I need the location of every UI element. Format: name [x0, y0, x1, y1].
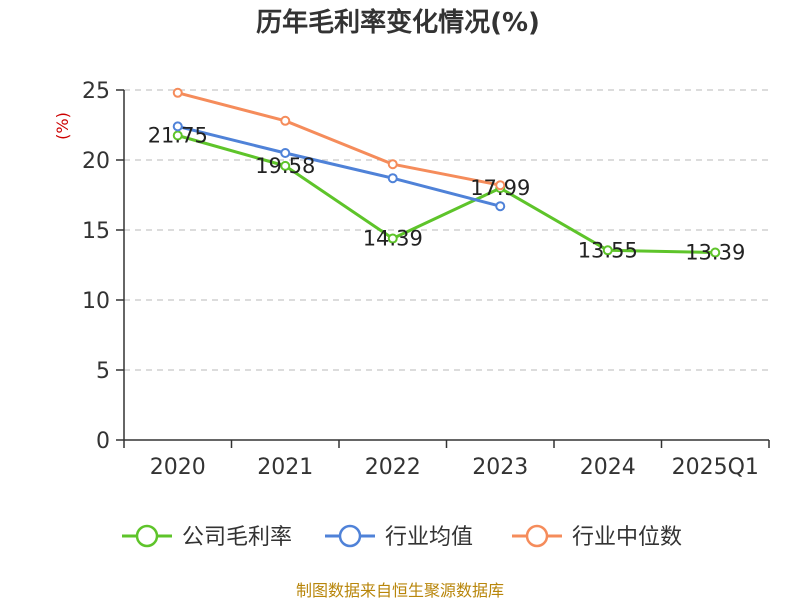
- chart-title: 历年毛利率变化情况(%): [256, 7, 540, 38]
- legend: 公司毛利率 行业均值 行业中位数: [122, 524, 682, 550]
- x-tick-label: 2024: [580, 455, 636, 480]
- legend-label: 公司毛利率: [182, 525, 292, 550]
- grid-lines: [124, 89, 769, 371]
- y-tick-label: 20: [82, 149, 110, 174]
- data-point: [172, 87, 183, 98]
- series-line: [177, 91, 501, 187]
- data-point: [280, 160, 291, 171]
- series-line: [177, 134, 716, 255]
- legend-marker: [525, 524, 549, 548]
- data-label: 13.55: [578, 238, 638, 262]
- x-tick-label: 2021: [257, 455, 313, 480]
- data-label: 21.75: [148, 124, 208, 148]
- data-point: [495, 180, 506, 191]
- data-point: [172, 130, 183, 141]
- y-tick-label: 0: [96, 429, 110, 454]
- data-label: 13.39: [685, 241, 745, 265]
- axes: 0 5 10 15 20 25 2020 2021 2022 2023 2024 2025Q1: [82, 79, 770, 480]
- y-tick-label: 10: [82, 289, 110, 314]
- data-point: [387, 173, 398, 184]
- series-2: [172, 121, 506, 212]
- y-tick-label: 15: [82, 219, 110, 244]
- legend-label: 行业均值: [385, 525, 473, 550]
- legend-item[interactable]: 行业中位数: [512, 524, 682, 550]
- data-point: [387, 159, 398, 170]
- legend-item[interactable]: 行业均值: [325, 524, 473, 550]
- legend-marker: [135, 524, 159, 548]
- data-label: 17.99: [470, 176, 530, 200]
- data-point: [710, 247, 721, 258]
- data-label: 19.58: [255, 154, 315, 178]
- series-line: [177, 124, 501, 208]
- data-point: [602, 245, 613, 256]
- y-tick-label: 25: [82, 79, 110, 104]
- series-3: [172, 87, 506, 191]
- x-tick-label: 2025Q1: [672, 455, 759, 480]
- source-note: 制图数据来自恒生聚源数据库: [296, 581, 504, 600]
- legend-label: 行业中位数: [572, 525, 682, 550]
- data-point: [280, 115, 291, 126]
- data-label: 14.39: [363, 227, 423, 251]
- legend-item[interactable]: 公司毛利率: [122, 524, 292, 550]
- data-point: [495, 201, 506, 212]
- x-tick-label: 2023: [472, 455, 528, 480]
- y-tick-label: 5: [96, 359, 110, 384]
- x-tick-label: 2020: [150, 455, 206, 480]
- data-point: [280, 148, 291, 158]
- y-axis-label: (%): [53, 112, 72, 140]
- legend-marker: [338, 524, 362, 548]
- series-layer: [172, 87, 721, 258]
- data-labels: 21.75 19.58 14.39 17.99 13.55 13.39: [148, 124, 746, 265]
- data-point: [172, 121, 183, 132]
- data-point: [387, 233, 398, 244]
- x-tick-label: 2022: [365, 455, 421, 480]
